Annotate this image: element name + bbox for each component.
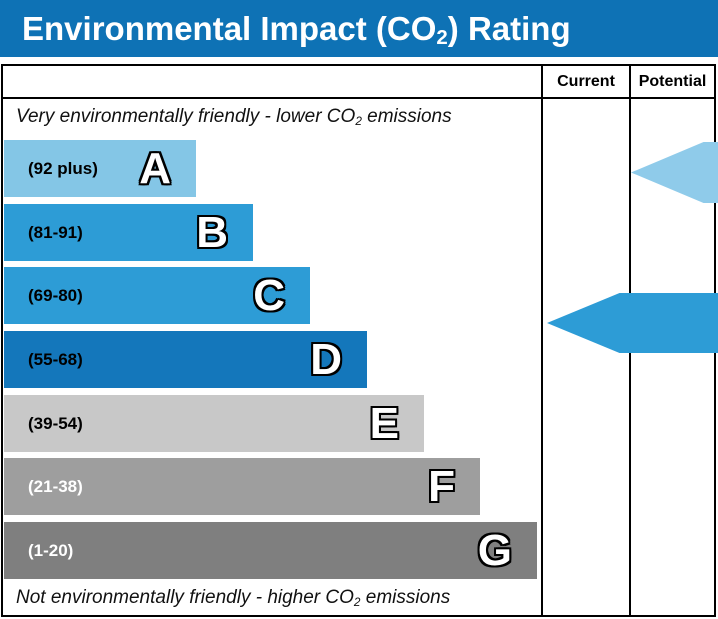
bottom-note: Not environmentally friendly - higher CO… — [16, 587, 451, 609]
band-letter: B — [196, 208, 228, 257]
band-row-f: (21-38) F — [4, 458, 480, 515]
band-letter: A — [139, 144, 171, 193]
current-column-divider — [541, 66, 543, 615]
band-range-label: (1-20) — [28, 540, 74, 560]
potential-column-header: Potential — [638, 72, 707, 90]
band-row-e: (39-54) E — [4, 395, 424, 452]
band-range-label: (21-38) — [28, 476, 83, 496]
co2-subscript: 2 — [355, 114, 362, 128]
chart-title-bar: Environmental Impact (CO2) Rating — [0, 0, 718, 57]
co2-subscript: 2 — [436, 26, 448, 49]
band-letter: F — [428, 462, 455, 511]
rating-table: Current Potential Very environmentally f… — [1, 64, 718, 617]
band-row-a: (92 plus) A — [4, 140, 196, 197]
header-divider-line — [3, 97, 714, 99]
band-row-g: (1-20) G — [4, 522, 537, 579]
band-range-label: (81-91) — [28, 222, 83, 242]
current-column-header: Current — [557, 72, 615, 90]
band-range-label: (69-80) — [28, 285, 83, 305]
current-rating-marker: 69 — [547, 293, 718, 353]
band-row-b: (81-91) B — [4, 204, 253, 261]
band-row-d: (55-68) D — [4, 331, 367, 388]
band-range-label: (39-54) — [28, 413, 83, 433]
chart-title: Environmental Impact (CO2) Rating — [22, 9, 571, 50]
band-letter: G — [477, 526, 512, 575]
band-letter: D — [310, 335, 342, 384]
potential-rating-marker: 95 — [631, 142, 718, 203]
band-letter: E — [369, 399, 399, 448]
co2-subscript: 2 — [353, 595, 361, 609]
band-letter: C — [253, 271, 285, 320]
band-range-label: (55-68) — [28, 349, 83, 369]
band-range-label: (92 plus) — [28, 158, 98, 178]
band-row-c: (69-80) C — [4, 267, 310, 324]
top-note: Very environmentally friendly - lower CO… — [16, 106, 452, 128]
